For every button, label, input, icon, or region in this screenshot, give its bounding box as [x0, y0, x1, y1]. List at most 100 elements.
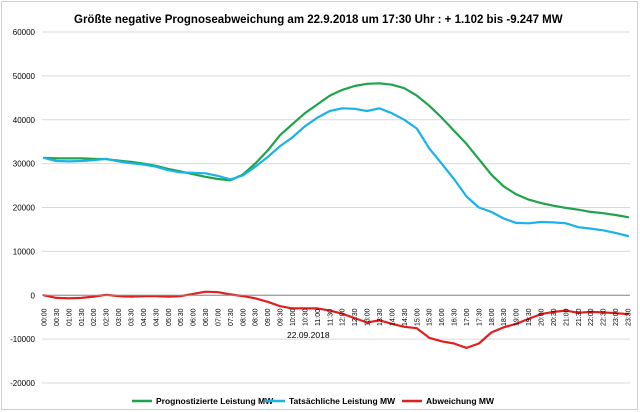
data-point — [590, 228, 592, 230]
x-tick-label: 16:00 — [439, 308, 446, 326]
x-tick-label: 21:30 — [576, 308, 583, 326]
x-tick-label: 22:30 — [601, 308, 608, 326]
x-tick-label: 04:00 — [141, 308, 148, 326]
data-point — [627, 313, 629, 315]
x-tick-label: 03:00 — [116, 308, 123, 326]
data-point — [142, 295, 144, 297]
y-tick-label: 60000 — [13, 28, 36, 37]
x-tick-label: 11:30 — [327, 309, 334, 326]
x-tick-label: 18:30 — [501, 308, 508, 326]
x-tick-label: 03:30 — [128, 308, 135, 326]
data-point — [528, 199, 530, 201]
data-point — [552, 311, 555, 313]
x-tick-label: 23:30 — [626, 308, 633, 326]
data-point — [552, 205, 555, 207]
data-point — [602, 229, 604, 231]
data-point — [528, 318, 530, 320]
data-point — [465, 195, 468, 198]
data-point — [416, 127, 418, 130]
data-point — [465, 347, 468, 349]
x-tick-label: 10:30 — [302, 308, 309, 326]
x-tick-label: 15:00 — [414, 308, 421, 326]
data-point — [552, 221, 555, 223]
y-tick-label: 10000 — [13, 247, 36, 256]
y-tick-label: 50000 — [13, 72, 36, 81]
data-point — [378, 319, 381, 321]
x-tick-label: 15:30 — [427, 308, 434, 326]
data-point — [279, 145, 281, 147]
data-point — [515, 222, 517, 224]
data-point — [366, 83, 368, 85]
data-point — [329, 310, 331, 312]
data-point — [130, 162, 132, 164]
data-point — [55, 157, 58, 159]
x-tick-label: 12:30 — [352, 308, 359, 326]
data-point — [515, 193, 517, 195]
data-point — [304, 307, 306, 309]
data-point — [627, 235, 629, 237]
data-point — [590, 211, 592, 213]
x-tick-label: 07:30 — [228, 308, 235, 326]
data-point — [540, 202, 542, 204]
data-point — [590, 311, 592, 313]
legend-label: Prognostizierte Leistung MW — [156, 396, 274, 406]
x-tick-label: 20:30 — [551, 308, 558, 326]
x-tick-label: 06:30 — [203, 308, 210, 326]
data-point — [528, 222, 530, 224]
data-point — [254, 166, 256, 168]
data-point — [565, 222, 567, 224]
data-point — [316, 103, 318, 105]
x-tick-label: 05:30 — [178, 308, 185, 326]
data-point — [180, 171, 182, 173]
x-tick-label: 05:00 — [166, 308, 173, 326]
x-tick-label: 23:00 — [613, 308, 620, 326]
x-tick-label: 19:00 — [514, 308, 521, 326]
data-point — [254, 163, 256, 165]
data-point — [55, 297, 58, 299]
data-point — [366, 321, 368, 324]
data-point — [453, 178, 455, 180]
data-point — [453, 130, 455, 132]
data-point — [291, 136, 294, 138]
y-tick-label: -10000 — [10, 335, 35, 344]
data-point — [615, 214, 617, 216]
data-point — [478, 158, 480, 160]
legend-label: Tatsächliche Leistung MW — [289, 396, 396, 406]
x-tick-label: 22:00 — [588, 308, 595, 326]
data-point — [341, 107, 343, 109]
data-point — [118, 160, 120, 162]
x-tick-label: 12:00 — [340, 308, 347, 326]
data-point — [503, 217, 505, 220]
data-point — [428, 147, 430, 149]
x-tick-label: 14:30 — [402, 308, 409, 326]
x-tick-label: 08:00 — [240, 308, 247, 326]
data-point — [316, 117, 318, 119]
data-point — [304, 112, 306, 114]
data-point — [627, 216, 629, 218]
data-point — [267, 156, 269, 158]
x-tick-label: 11:00 — [315, 309, 322, 326]
x-tick-label: 01:30 — [79, 308, 86, 326]
data-point — [167, 296, 169, 298]
data-point — [490, 331, 492, 334]
data-point — [155, 166, 157, 168]
data-point — [416, 95, 418, 97]
series-line-0 — [42, 82, 630, 219]
data-point — [378, 82, 381, 84]
series-line-1 — [42, 107, 630, 238]
data-point — [403, 326, 405, 328]
data-point — [93, 296, 95, 298]
x-tick-label: 02:30 — [104, 308, 111, 326]
data-point — [354, 85, 356, 87]
x-tick-label: 00:30 — [54, 308, 61, 326]
data-point — [217, 175, 219, 177]
data-point — [80, 157, 82, 159]
data-point — [242, 174, 244, 177]
plot-lines — [42, 82, 630, 349]
y-tick-label: 40000 — [13, 116, 36, 125]
data-point — [354, 317, 356, 319]
data-point — [155, 295, 157, 297]
data-point — [204, 176, 207, 178]
